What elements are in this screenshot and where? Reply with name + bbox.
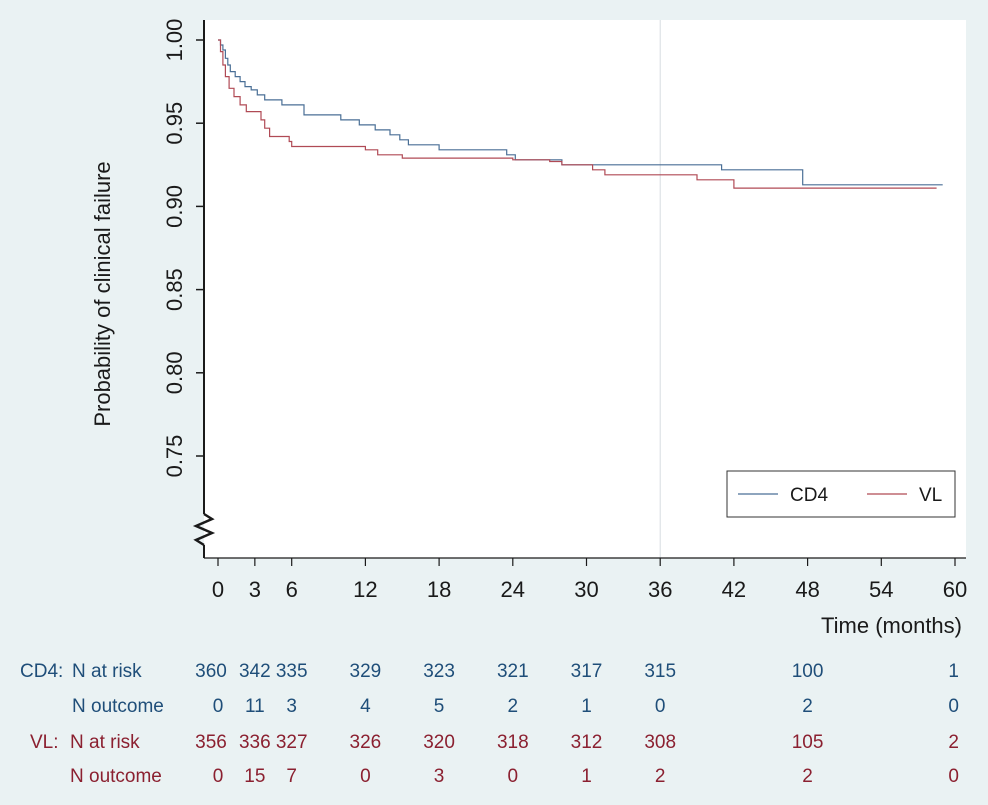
risk-table-cell: 336: [239, 732, 271, 753]
risk-table-cell: 2: [508, 696, 519, 717]
risk-table-cell: 1: [948, 661, 959, 682]
x-tick-label: 60: [943, 577, 967, 602]
risk-table-cell: 0: [655, 696, 666, 717]
risk-table-cell: 321: [497, 661, 529, 682]
x-tick-label: 30: [574, 577, 598, 602]
x-tick-label: 6: [286, 577, 298, 602]
x-axis-title: Time (months): [821, 613, 962, 638]
risk-table-cell: 5: [434, 696, 445, 717]
risk-table-cell: 318: [497, 732, 529, 753]
risk-table-cell: 1: [581, 696, 592, 717]
y-tick-label: 0.95: [162, 102, 187, 145]
risk-group-label: CD4:: [20, 661, 63, 682]
risk-table-cell: 2: [802, 766, 813, 787]
risk-table-cell: 312: [571, 732, 603, 753]
risk-table-cell: 15: [244, 766, 265, 787]
risk-table-cell: 11: [245, 696, 265, 717]
risk-table-cell: 100: [792, 661, 824, 682]
risk-table-cell: 0: [948, 696, 959, 717]
risk-table-cell: 317: [571, 661, 603, 682]
x-tick-label: 0: [212, 577, 224, 602]
y-tick-label: 0.85: [162, 268, 187, 311]
risk-table-cell: 2: [802, 696, 813, 717]
risk-table-cell: 327: [276, 732, 308, 753]
series-line-vl: [218, 39, 937, 189]
y-tick-label: 1.00: [162, 19, 187, 62]
risk-table-cell: 3: [434, 766, 445, 787]
y-tick-label: 0.80: [162, 351, 187, 394]
y-tick-label: 0.75: [162, 435, 187, 478]
risk-table-cell: 0: [213, 696, 224, 717]
y-axis-title: Probability of clinical failure: [90, 161, 115, 426]
x-tick-label: 18: [427, 577, 451, 602]
risk-row-label: N outcome: [72, 696, 164, 717]
risk-table-cell: 326: [350, 732, 382, 753]
risk-table-cell: 2: [948, 732, 959, 753]
legend-label-vl: VL: [919, 485, 942, 506]
risk-row-label: N outcome: [70, 766, 162, 787]
risk-table-cell: 7: [286, 766, 297, 787]
x-tick-label: 36: [648, 577, 672, 602]
risk-table-cell: 1: [581, 766, 592, 787]
risk-table-cell: 323: [423, 661, 455, 682]
risk-table-cell: 0: [213, 766, 224, 787]
risk-table-cell: 0: [508, 766, 519, 787]
risk-table-cell: 329: [350, 661, 382, 682]
risk-table-cell: 4: [360, 696, 371, 717]
risk-table-cell: 308: [644, 732, 676, 753]
risk-table-cell: 335: [276, 661, 308, 682]
axis-break-mark: [192, 512, 216, 547]
risk-table-cell: 2: [655, 766, 666, 787]
risk-table-cell: 105: [792, 732, 824, 753]
risk-table-cell: 0: [948, 766, 959, 787]
risk-row-label: N at risk: [70, 732, 140, 753]
x-tick-label: 48: [795, 577, 819, 602]
y-tick-label: 0.90: [162, 185, 187, 228]
plot-area: [204, 20, 966, 558]
x-tick-label: 54: [869, 577, 893, 602]
risk-table-cell: 3: [286, 696, 297, 717]
risk-table-cell: 360: [195, 661, 227, 682]
x-tick-label: 12: [353, 577, 377, 602]
risk-table-cell: 320: [423, 732, 455, 753]
risk-group-label: VL:: [30, 732, 59, 753]
x-tick-label: 24: [501, 577, 525, 602]
risk-table-cell: 315: [644, 661, 676, 682]
x-tick-label: 42: [722, 577, 746, 602]
risk-table-cell: 342: [239, 661, 271, 682]
risk-table-cell: 356: [195, 732, 227, 753]
risk-table-cell: 0: [360, 766, 371, 787]
risk-row-label: N at risk: [72, 661, 142, 682]
x-tick-label: 3: [249, 577, 261, 602]
legend-label-cd4: CD4: [790, 485, 828, 506]
